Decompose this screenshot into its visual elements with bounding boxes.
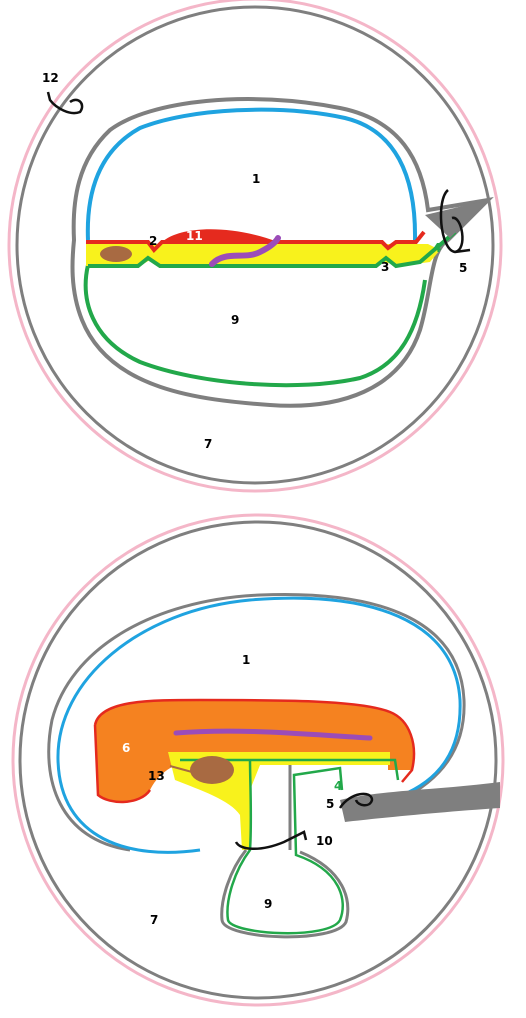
top-amnion-blue (85, 107, 418, 241)
top-brown-blob (100, 246, 132, 262)
bottom-label-1: 1 (242, 653, 250, 667)
bottom-yolk-sac-gray (220, 849, 350, 939)
top-label-1: 1 (252, 172, 260, 186)
bottom-panel: 1 4 5 6 7 9 10 13 (11, 513, 505, 1007)
bottom-label-7: 7 (150, 913, 158, 927)
top-label-7: 7 (204, 437, 212, 451)
top-label-11: 11 (186, 229, 203, 243)
top-neural-plate-red (162, 229, 278, 242)
top-mesoderm-yellow (86, 244, 440, 266)
top-panel: 1 2 3 4 5 7 9 11 12 (7, 0, 503, 493)
bottom-chorion-gray (18, 520, 498, 1000)
bottom-loop-5 (338, 792, 374, 809)
bottom-neural-tube-red-outline (93, 698, 416, 804)
top-hook-12 (46, 91, 84, 115)
top-chorion-gray (15, 5, 495, 485)
bottom-outer-membrane-pink (11, 513, 505, 1007)
top-endoderm-green-line (88, 230, 457, 269)
bottom-label-5: 5 (326, 797, 334, 811)
bottom-notochord-purple (173, 728, 373, 741)
bottom-ring-10 (234, 830, 308, 850)
top-outer-membrane-pink (7, 0, 503, 493)
top-label-3: 3 (381, 260, 389, 274)
top-loop-5 (439, 189, 471, 254)
top-label-4: 4 (433, 241, 441, 255)
bottom-label-6: 6 (122, 741, 130, 755)
top-gray-outline (70, 97, 494, 408)
top-label-2: 2 (149, 234, 157, 248)
top-label-12: 12 (42, 71, 59, 85)
bottom-label-13: 13 (148, 769, 165, 783)
bottom-brown-stroke (169, 765, 193, 773)
bottom-label-10: 10 (316, 834, 333, 848)
bottom-gut-green (180, 758, 400, 935)
bottom-label-9: 9 (264, 897, 272, 911)
top-yolk-sac-green (83, 264, 427, 388)
top-notochord-purple (209, 235, 281, 267)
top-ectoderm-red (86, 230, 426, 254)
bottom-connecting-stalk (340, 782, 500, 822)
top-label-9: 9 (231, 313, 239, 327)
top-label-5: 5 (459, 261, 467, 275)
bottom-neural-tube-orange (95, 700, 414, 802)
bottom-label-4: 4 (334, 779, 342, 793)
bottom-amnion-blue (56, 596, 462, 854)
bottom-brown-blob (190, 756, 234, 784)
